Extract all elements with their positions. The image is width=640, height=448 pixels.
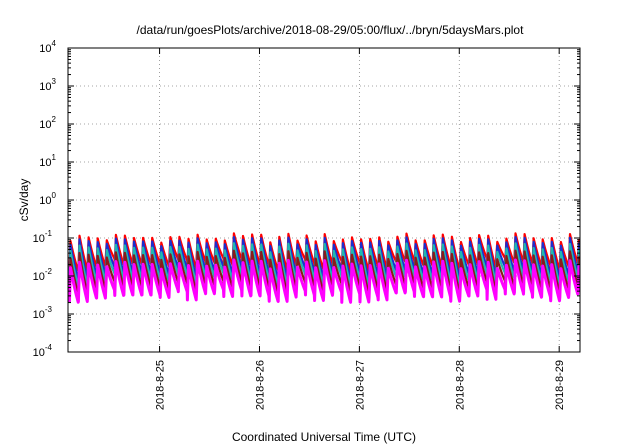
- y-tick-base: 10: [33, 347, 45, 359]
- y-tick-label: 101: [39, 153, 56, 169]
- y-tick-base: 10: [33, 233, 45, 245]
- x-tick-label: 2018-8-28: [454, 360, 466, 410]
- y-tick-label: 10-3: [33, 305, 53, 321]
- x-axis-label: Coordinated Universal Time (UTC): [232, 430, 416, 444]
- series-line: [68, 258, 580, 304]
- series-group: [68, 232, 580, 304]
- y-tick-base: 10: [33, 271, 45, 283]
- y-tick-label: 102: [39, 115, 56, 131]
- grid: [68, 48, 580, 352]
- x-tick-label: 2018-8-25: [155, 360, 167, 410]
- y-tick-label: 10-4: [33, 343, 53, 359]
- y-tick-exponent: -1: [45, 229, 53, 238]
- plot-frame: [67, 47, 581, 353]
- y-tick-base: 10: [39, 119, 51, 131]
- y-tick-base: 10: [39, 157, 51, 169]
- y-tick-exponent: 3: [52, 77, 57, 86]
- y-tick-label: 100: [39, 191, 56, 207]
- y-tick-base: 10: [33, 309, 45, 321]
- y-tick-label: 104: [39, 39, 56, 55]
- x-tick-label: 2018-8-26: [254, 360, 266, 410]
- y-tick-exponent: -4: [45, 343, 53, 352]
- y-tick-exponent: -2: [45, 267, 53, 276]
- y-tick-label: 103: [39, 77, 56, 93]
- y-tick-exponent: 4: [52, 39, 57, 48]
- axis-ticks: 10-410-310-210-11001011021031042018-8-25…: [33, 39, 580, 410]
- y-tick-label: 10-1: [33, 229, 53, 245]
- x-tick-label: 2018-8-29: [554, 360, 566, 410]
- y-tick-base: 10: [39, 81, 51, 93]
- chart-title: /data/run/goesPlots/archive/2018-08-29/0…: [137, 23, 525, 37]
- y-tick-label: 10-2: [33, 267, 53, 283]
- y-tick-base: 10: [39, 195, 51, 207]
- y-tick-exponent: 0: [52, 191, 57, 200]
- y-tick-exponent: -3: [45, 305, 53, 314]
- y-axis-label: cSv/day: [17, 179, 31, 222]
- y-tick-exponent: 1: [52, 153, 57, 162]
- y-tick-base: 10: [39, 43, 51, 55]
- x-tick-label: 2018-8-27: [354, 360, 366, 410]
- y-tick-exponent: 2: [52, 115, 57, 124]
